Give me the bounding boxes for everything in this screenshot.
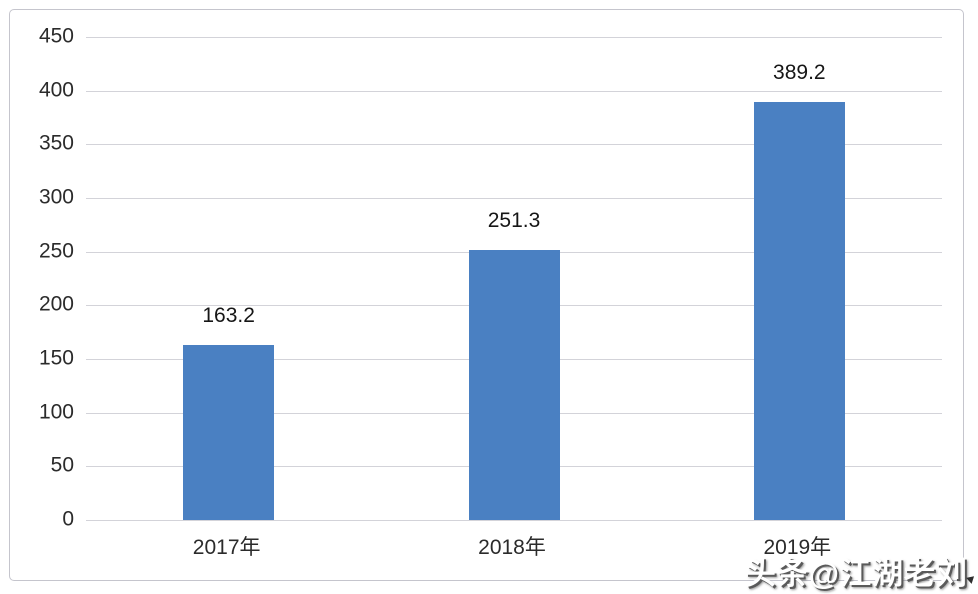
y-tick-label: 350 xyxy=(38,131,74,155)
bar-chart: 0 50 100 150 200 250 300 350 400 450 163.2 251.3 38… xyxy=(9,9,964,581)
x-tick-label: 2017年 xyxy=(192,536,261,559)
bar-value-label: 251.3 xyxy=(487,209,541,233)
bar-2018年 xyxy=(468,250,560,520)
bar-value-label: 389.2 xyxy=(773,61,826,85)
y-tick-label: 50 xyxy=(50,453,74,477)
gridline-0 xyxy=(86,520,942,521)
y-tick-label: 200 xyxy=(38,292,74,316)
y-tick-label: 150 xyxy=(38,346,74,370)
watermark: 头条@江湖老刘 xyxy=(744,556,968,591)
y-tick-label: 400 xyxy=(38,78,74,102)
y-tick-label: 250 xyxy=(38,239,74,263)
bar-value-label: 163.2 xyxy=(202,303,255,327)
y-tick-label: 0 xyxy=(62,507,74,531)
cursor-arrow-icon xyxy=(964,574,975,584)
y-tick-label: 300 xyxy=(38,185,74,209)
bar-2017年 xyxy=(183,344,275,520)
y-tick-label: 450 xyxy=(38,24,74,48)
gridline-350 xyxy=(86,144,942,146)
y-tick-label: 100 xyxy=(38,400,74,424)
gridline-300 xyxy=(86,198,942,199)
gridline-450 xyxy=(86,37,942,38)
gridline-400 xyxy=(86,90,942,92)
bar-2019年 xyxy=(753,102,845,520)
x-tick-label: 2019年 xyxy=(763,536,832,559)
x-tick-label: 2018年 xyxy=(478,536,546,559)
